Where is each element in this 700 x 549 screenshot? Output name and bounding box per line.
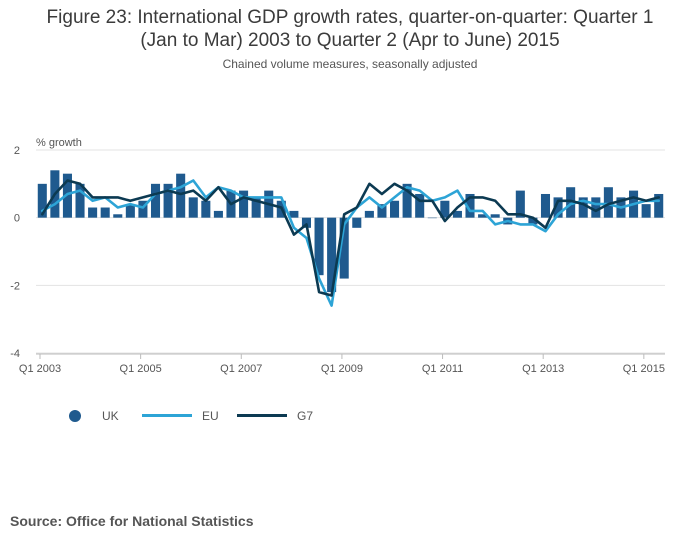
- uk-bar: [440, 200, 450, 218]
- gridlines: [36, 149, 665, 354]
- uk-bar: [188, 197, 198, 218]
- legend: UK EU G7: [60, 405, 360, 427]
- y-tick-label: -2: [10, 280, 20, 292]
- y-axis-label: % growth: [36, 137, 82, 149]
- uk-bar: [150, 183, 161, 218]
- uk-bar: [591, 197, 601, 218]
- uk-bar: [515, 190, 525, 218]
- uk-bar: [415, 193, 425, 218]
- uk-bar: [339, 217, 349, 279]
- x-tick-label: Q1 2003: [19, 363, 61, 375]
- legend-label-uk: UK: [102, 409, 119, 423]
- chart-title-line1: Figure 23: International GDP growth rate…: [46, 7, 654, 28]
- uk-bar: [578, 197, 588, 218]
- g7-line: [40, 179, 661, 297]
- uk-bars: [37, 170, 664, 293]
- source-note: Source: Office for National Statistics: [10, 513, 254, 529]
- uk-bar: [301, 217, 311, 228]
- legend-eu-line-icon: [142, 414, 192, 417]
- uk-bar: [603, 187, 613, 218]
- uk-bar: [553, 197, 563, 218]
- uk-bar: [641, 204, 651, 218]
- uk-bar: [465, 193, 475, 218]
- uk-bar: [478, 214, 488, 218]
- uk-bar: [390, 200, 400, 218]
- uk-bar: [138, 200, 148, 218]
- legend-g7-line-icon: [237, 414, 287, 417]
- eu-line: [40, 179, 661, 307]
- uk-bar: [314, 217, 324, 276]
- chart-title-line2: (Jan to Mar) 2003 to Quarter 2 (Apr to J…: [140, 30, 560, 51]
- uk-bar: [37, 183, 47, 218]
- x-tick-label: Q1 2009: [321, 363, 363, 375]
- legend-label-eu: EU: [202, 409, 219, 423]
- uk-bar: [239, 190, 249, 218]
- y-tick-label: -4: [10, 348, 20, 360]
- uk-bar: [566, 187, 576, 218]
- x-tick-label: Q1 2013: [522, 363, 564, 375]
- chart-subtitle: Chained volume measures, seasonally adju…: [222, 57, 478, 71]
- x-tick-label: Q1 2011: [422, 363, 463, 375]
- uk-bar: [452, 210, 462, 218]
- uk-bar: [427, 217, 437, 219]
- y-tick-label: 2: [14, 145, 20, 157]
- legend-uk-marker-icon: [69, 410, 81, 422]
- uk-bar: [402, 183, 412, 218]
- uk-bar: [364, 210, 374, 218]
- legend-g7-swatch: [237, 414, 287, 417]
- legend-eu-swatch: [142, 414, 192, 417]
- uk-bar: [75, 183, 85, 218]
- uk-bar: [113, 214, 123, 218]
- uk-bar: [654, 193, 664, 218]
- uk-bar: [88, 207, 98, 218]
- legend-uk-swatch: [69, 410, 81, 422]
- uk-bar: [213, 210, 223, 218]
- uk-bar: [201, 200, 211, 218]
- legend-item-uk[interactable]: UK: [68, 405, 119, 427]
- y-tick-label: 0: [14, 213, 20, 225]
- uk-bar: [176, 173, 186, 218]
- uk-bar: [251, 197, 261, 218]
- line-series: [40, 179, 661, 307]
- gdp-growth-chart: -4 -2 0 2 % growth Q1 2003 Q1 2005 Q1 2007 Q1 20…: [10, 137, 665, 375]
- x-tick-label: Q1 2005: [120, 363, 162, 375]
- legend-item-eu[interactable]: EU: [142, 405, 219, 427]
- uk-bar: [490, 214, 500, 218]
- axes: -4 -2 0 2 % growth Q1 2003 Q1 2005 Q1 2007 Q1 20…: [10, 137, 665, 375]
- uk-bar: [377, 204, 387, 218]
- uk-bar: [327, 217, 337, 293]
- uk-bar: [125, 204, 135, 218]
- uk-bar: [528, 217, 538, 225]
- uk-bar: [100, 207, 110, 218]
- uk-bar: [289, 210, 299, 218]
- x-tick-label: Q1 2007: [220, 363, 262, 375]
- chart-title: Figure 23: International GDP growth rate…: [0, 6, 700, 52]
- uk-bar: [540, 193, 551, 218]
- x-tick-label: Q1 2015: [623, 363, 665, 375]
- legend-label-g7: G7: [297, 409, 314, 423]
- legend-item-g7[interactable]: G7: [237, 405, 313, 427]
- uk-bar: [163, 183, 173, 218]
- uk-bar: [352, 217, 362, 228]
